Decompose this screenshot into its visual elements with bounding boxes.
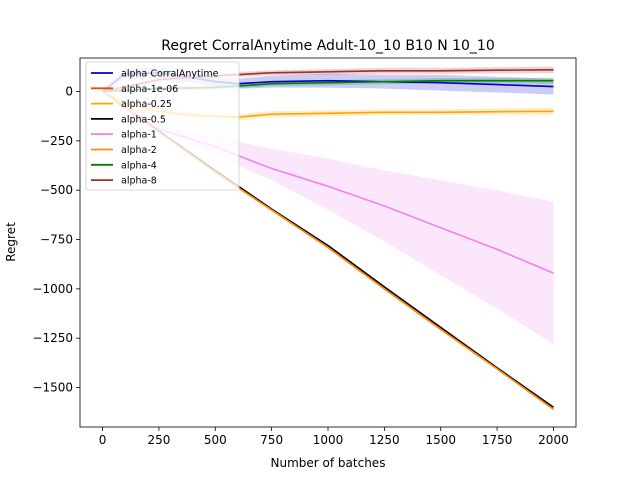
x-tick-label-8: 2000 xyxy=(538,433,569,447)
y-tick-label-6: −1500 xyxy=(32,381,73,395)
legend-label-0: alpha CorralAnytime xyxy=(121,69,219,80)
legend-label-3: alpha-0.5 xyxy=(121,114,166,125)
legend-label-2: alpha-0.25 xyxy=(121,99,172,110)
y-tick-label-4: −1000 xyxy=(32,282,73,296)
x-tick-label-1: 250 xyxy=(147,433,170,447)
y-tick-label-0: 0 xyxy=(65,85,73,99)
y-tick-label-3: −750 xyxy=(40,233,73,247)
x-tick-label-4: 1000 xyxy=(313,433,344,447)
x-axis-label: Number of batches xyxy=(271,456,386,470)
x-tick-label-5: 1250 xyxy=(369,433,400,447)
x-tick-label-7: 1750 xyxy=(482,433,513,447)
legend-label-1: alpha-1e-06 xyxy=(121,84,178,95)
y-tick-label-5: −1250 xyxy=(32,331,73,345)
y-axis-label: Regret xyxy=(4,222,18,262)
x-tick-label-2: 500 xyxy=(204,433,227,447)
x-tick-label-0: 0 xyxy=(99,433,107,447)
y-tick-label-1: −250 xyxy=(40,134,73,148)
legend-label-4: alpha-1 xyxy=(121,130,157,141)
series-band-7 xyxy=(102,66,554,92)
y-tick-label-2: −500 xyxy=(40,183,73,197)
legend: alpha CorralAnytime alpha-1e-06 alpha-0.25… xyxy=(85,61,240,191)
chart-title: Regret CorralAnytime Adult-10_10 B10 N 1… xyxy=(161,38,495,54)
y-axis-ticks: 0 −250 −500 −750 −1000 −1250 −1500 xyxy=(32,85,80,395)
legend-box xyxy=(85,61,240,191)
x-tick-label-3: 750 xyxy=(260,433,283,447)
x-axis-ticks: 0 250 500 750 1000 1250 1500 1750 2000 xyxy=(99,427,569,447)
legend-label-6: alpha-4 xyxy=(121,160,157,171)
legend-label-5: alpha-2 xyxy=(121,145,157,156)
x-tick-label-6: 1500 xyxy=(425,433,456,447)
legend-label-7: alpha-8 xyxy=(121,176,157,187)
